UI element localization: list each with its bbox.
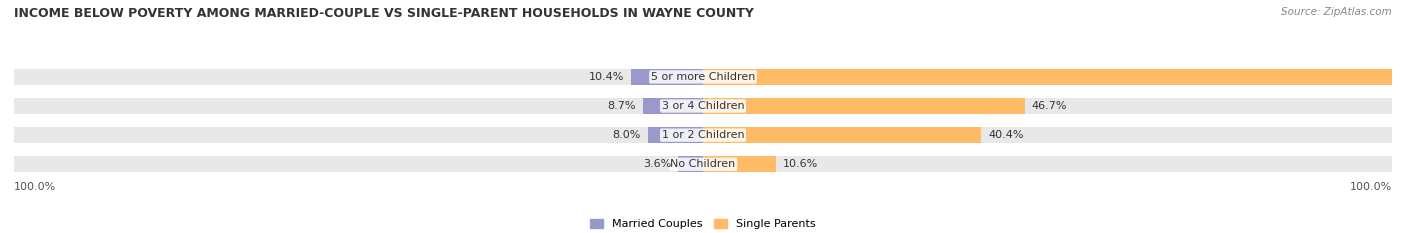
Bar	[703, 69, 1392, 85]
Bar	[643, 98, 703, 114]
Bar	[631, 69, 703, 85]
Bar	[703, 156, 1392, 172]
Legend: Married Couples, Single Parents: Married Couples, Single Parents	[591, 219, 815, 229]
Text: Source: ZipAtlas.com: Source: ZipAtlas.com	[1281, 7, 1392, 17]
Bar	[703, 69, 1392, 85]
Bar	[678, 156, 703, 172]
Bar	[14, 127, 703, 143]
Bar	[703, 127, 1392, 143]
Text: INCOME BELOW POVERTY AMONG MARRIED-COUPLE VS SINGLE-PARENT HOUSEHOLDS IN WAYNE C: INCOME BELOW POVERTY AMONG MARRIED-COUPL…	[14, 7, 754, 20]
Text: 100.0%: 100.0%	[14, 182, 56, 192]
Text: 46.7%: 46.7%	[1032, 101, 1067, 111]
Text: 10.6%: 10.6%	[783, 159, 818, 169]
Text: 8.0%: 8.0%	[613, 130, 641, 140]
Bar	[703, 98, 1392, 114]
Bar	[14, 156, 703, 172]
Text: 8.7%: 8.7%	[607, 101, 636, 111]
Text: 40.4%: 40.4%	[988, 130, 1024, 140]
Text: 100.0%: 100.0%	[1395, 72, 1406, 82]
Text: 3.6%: 3.6%	[643, 159, 671, 169]
Bar	[14, 98, 703, 114]
Bar	[703, 98, 1025, 114]
Text: 3 or 4 Children: 3 or 4 Children	[662, 101, 744, 111]
Bar	[14, 69, 703, 85]
Bar	[703, 156, 776, 172]
Bar	[703, 127, 981, 143]
Text: 10.4%: 10.4%	[589, 72, 624, 82]
Text: No Children: No Children	[671, 159, 735, 169]
Text: 1 or 2 Children: 1 or 2 Children	[662, 130, 744, 140]
Text: 5 or more Children: 5 or more Children	[651, 72, 755, 82]
Text: 100.0%: 100.0%	[1350, 182, 1392, 192]
Bar	[648, 127, 703, 143]
